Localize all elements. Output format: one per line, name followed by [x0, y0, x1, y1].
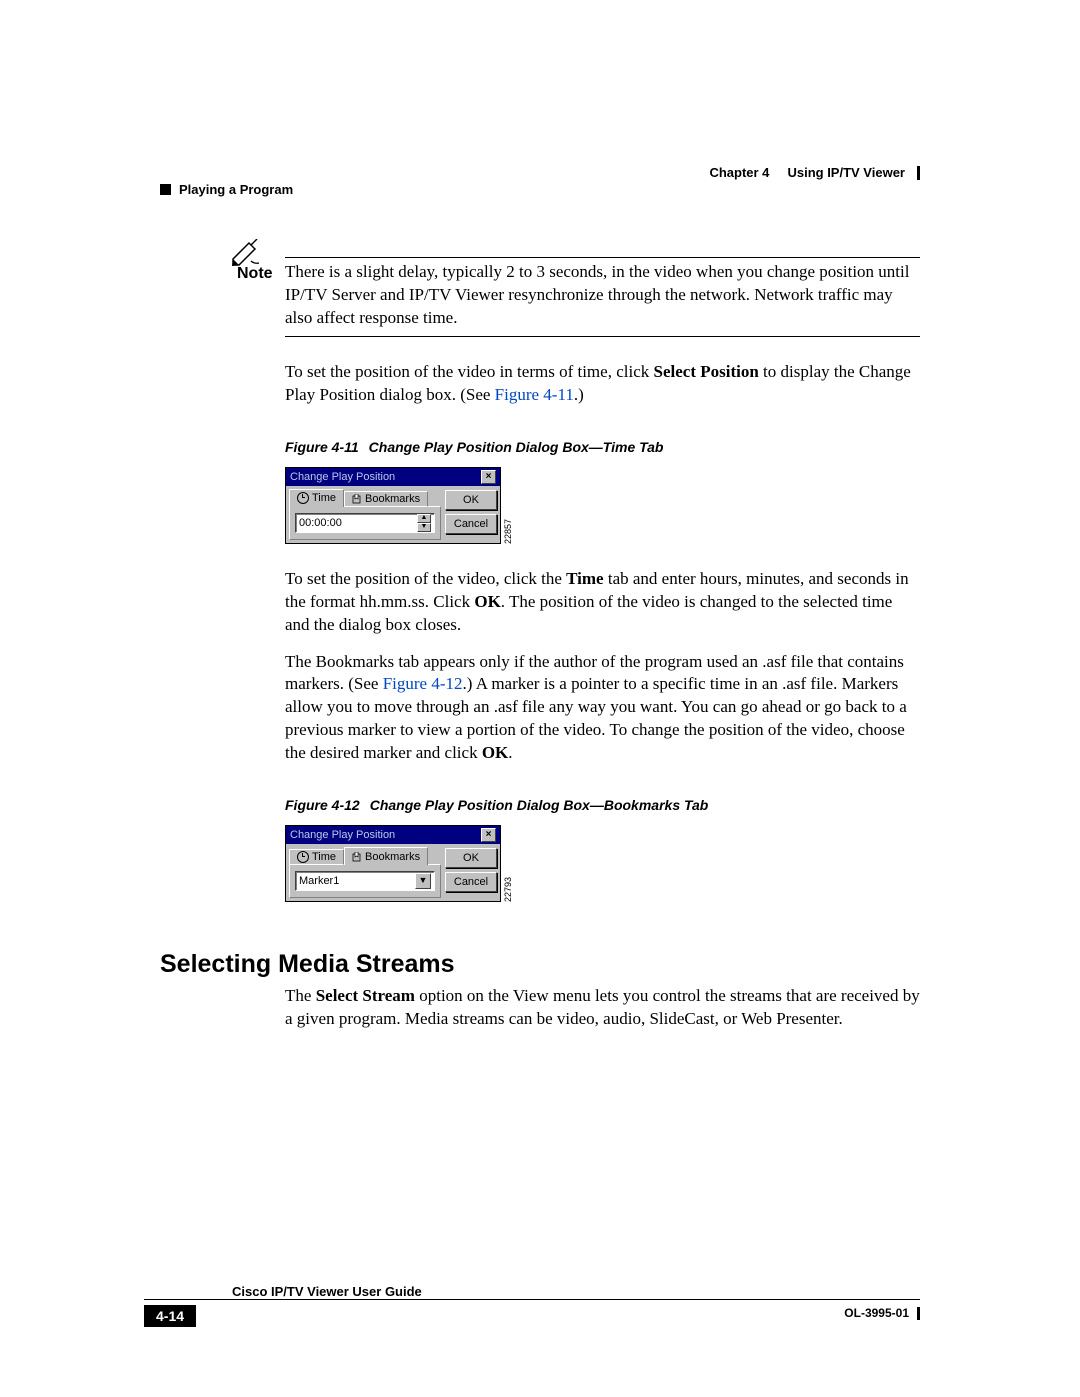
note-block: Note There is a slight delay, typically … — [285, 257, 920, 337]
time-input[interactable]: 00:00:00 ▲ ▼ — [295, 513, 435, 533]
section-marker-icon — [160, 184, 171, 195]
cancel-button[interactable]: Cancel — [445, 872, 497, 892]
tab-bookmarks[interactable]: Bookmarks — [344, 847, 428, 865]
close-icon[interactable]: × — [481, 828, 496, 842]
figure-4-11-image: Change Play Position × Time — [285, 467, 920, 544]
cancel-button[interactable]: Cancel — [445, 514, 497, 534]
section-header: Playing a Program — [160, 182, 920, 197]
note-rule-bottom — [285, 336, 920, 337]
figure-4-12-caption: Figure 4-12Change Play Position Dialog B… — [285, 797, 920, 813]
heading-selecting-media-streams: Selecting Media Streams — [160, 950, 920, 979]
bookmark-icon — [352, 852, 362, 862]
spinner-up-icon[interactable]: ▲ — [417, 514, 431, 523]
paragraph-3: The Bookmarks tab appears only if the au… — [285, 651, 920, 766]
page-footer: Cisco IP/TV Viewer User Guide 4-14 OL-39… — [144, 1281, 920, 1327]
chapter-title: Using IP/TV Viewer — [787, 165, 905, 180]
dropdown-icon[interactable]: ▼ — [415, 873, 431, 889]
footer-rule — [144, 1299, 920, 1300]
marker-select[interactable]: Marker1 ▼ — [295, 871, 435, 891]
pencil-note-icon — [231, 239, 261, 267]
note-text: There is a slight delay, typically 2 to … — [285, 261, 920, 330]
figure-4-12-link[interactable]: Figure 4-12 — [383, 674, 463, 693]
page-number: 4-14 — [144, 1305, 196, 1327]
tab-time[interactable]: Time — [289, 849, 344, 865]
dialog-titlebar: Change Play Position × — [286, 468, 500, 486]
header-bar-icon — [917, 166, 920, 180]
ok-button[interactable]: OK — [445, 490, 497, 510]
bookmark-icon — [352, 494, 362, 504]
figure-4-12-image: Change Play Position × Time — [285, 825, 920, 902]
doc-number: OL-3995-01 — [844, 1306, 909, 1320]
note-rule-top — [285, 257, 920, 258]
paragraph-4: The Select Stream option on the View men… — [285, 985, 920, 1031]
ok-button[interactable]: OK — [445, 848, 497, 868]
close-icon[interactable]: × — [481, 470, 496, 484]
dialog-titlebar: Change Play Position × — [286, 826, 500, 844]
note-label: Note — [237, 265, 273, 283]
figure-id: 22793 — [504, 876, 513, 902]
running-header: Chapter 4 Using IP/TV Viewer — [160, 165, 920, 180]
paragraph-2: To set the position of the video, click … — [285, 568, 920, 637]
footer-guide-title: Cisco IP/TV Viewer User Guide — [232, 1284, 920, 1299]
chapter-label: Chapter 4 — [709, 165, 769, 180]
paragraph-1: To set the position of the video in term… — [285, 361, 920, 407]
spinner-down-icon[interactable]: ▼ — [417, 523, 431, 532]
figure-id: 22857 — [504, 518, 513, 544]
footer-bar-icon — [917, 1307, 920, 1320]
section-title: Playing a Program — [179, 182, 293, 197]
clock-icon — [297, 492, 309, 504]
tab-bookmarks[interactable]: Bookmarks — [344, 491, 428, 507]
figure-4-11-link[interactable]: Figure 4-11 — [495, 385, 574, 404]
clock-icon — [297, 851, 309, 863]
figure-4-11-caption: Figure 4-11Change Play Position Dialog B… — [285, 439, 920, 455]
tab-time[interactable]: Time — [289, 489, 344, 507]
